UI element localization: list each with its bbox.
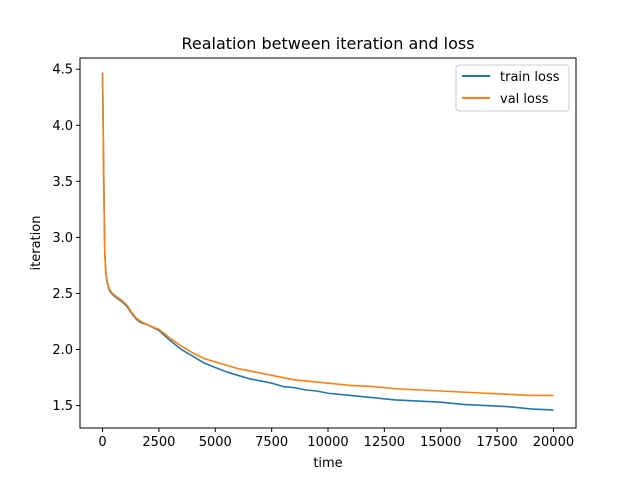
x-tick-label: 7500 xyxy=(255,435,288,450)
y-tick-label: 4.5 xyxy=(52,63,73,78)
legend-label-train-loss: train loss xyxy=(500,70,560,85)
x-tick-label: 10000 xyxy=(307,435,348,450)
legend-label-val-loss: val loss xyxy=(500,92,549,107)
y-axis-label: iteration xyxy=(29,216,44,271)
y-tick-label: 4.0 xyxy=(52,119,73,134)
chart-title: Realation between iteration and loss xyxy=(181,34,474,53)
x-tick-label: 20000 xyxy=(533,435,574,450)
y-tick-label: 1.5 xyxy=(52,399,73,414)
series-layer xyxy=(101,72,554,411)
x-tick-label: 15000 xyxy=(420,435,461,450)
x-axis-label: time xyxy=(313,456,342,471)
y-axis-ticks: 1.5 2.0 2.5 3.0 3.5 4.0 4.5 xyxy=(52,63,80,414)
x-tick-label: 5000 xyxy=(199,435,232,450)
legend: train loss val loss xyxy=(455,64,570,112)
y-tick-label: 2.5 xyxy=(52,287,73,302)
x-axis-ticks: 0 2500 5000 7500 10000 12500 15000 17500 20000 xyxy=(98,428,574,450)
y-tick-label: 2.0 xyxy=(52,343,73,358)
x-tick-label: 0 xyxy=(98,435,106,450)
y-tick-label: 3.0 xyxy=(52,231,73,246)
y-tick-label: 3.5 xyxy=(52,175,73,190)
x-tick-label: 2500 xyxy=(142,435,175,450)
x-tick-label: 17500 xyxy=(476,435,517,450)
x-tick-label: 12500 xyxy=(364,435,405,450)
series-line-val-loss xyxy=(101,72,554,397)
